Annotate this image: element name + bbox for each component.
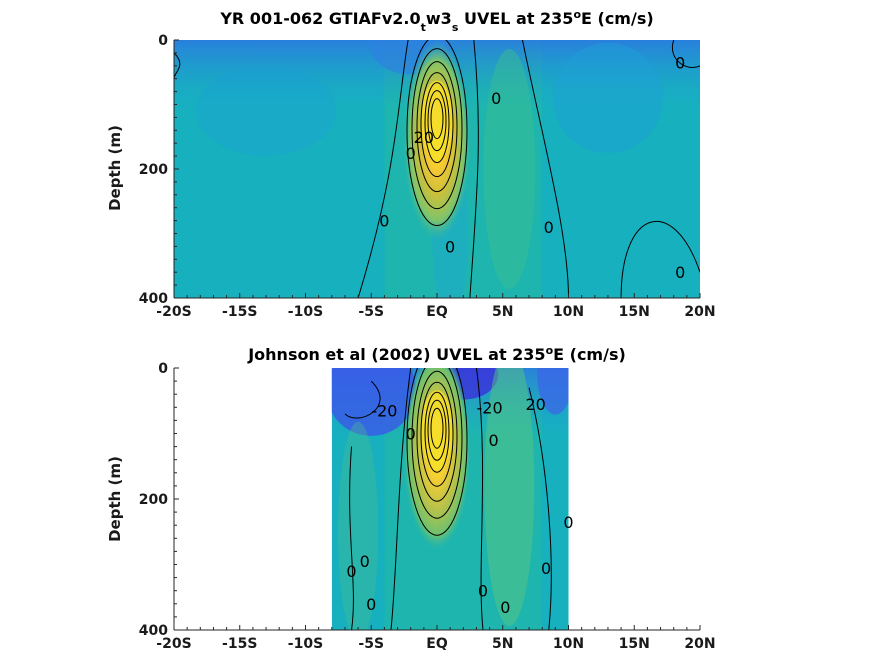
north-blue-patch <box>537 368 569 415</box>
top-chart-panel: YR 001-062 GTIAFv2.0tw3s UVEL at 235oE (… <box>106 8 716 320</box>
contour-label: 0 <box>360 552 370 571</box>
x-tick-label: 10N <box>553 636 584 652</box>
y-tick-label: 0 <box>158 361 168 377</box>
zero-contour <box>475 368 484 630</box>
contour-line <box>420 72 454 178</box>
y-tick-label: 200 <box>139 492 168 508</box>
x-tick-label: 10N <box>553 304 584 320</box>
surface-blue-patch <box>331 368 417 436</box>
contour-label: 0 <box>488 431 498 450</box>
contour-line <box>430 407 444 449</box>
contour-label: 0 <box>379 212 389 231</box>
contour-line <box>430 98 444 140</box>
x-tick-label: EQ <box>426 304 448 320</box>
x-tick-label: EQ <box>426 636 448 652</box>
bottom-velocity-field <box>331 368 569 630</box>
south-green-jet <box>338 421 379 630</box>
north-blue-patch <box>552 43 663 154</box>
contour-line <box>406 368 468 536</box>
contour-label: 0 <box>491 89 501 108</box>
contour-label: 0 <box>366 595 376 614</box>
x-tick-label: -5S <box>358 636 384 652</box>
x-tick-label: -15S <box>222 304 257 320</box>
contour-label: -20 <box>477 398 503 417</box>
x-tick-label: 5N <box>492 304 513 320</box>
zero-contour <box>671 40 700 68</box>
contour-label: 0 <box>445 237 455 256</box>
contour-label: 0 <box>406 425 416 444</box>
contour-line <box>406 40 468 227</box>
contour-label: 20 <box>525 395 545 414</box>
bottom-chart-title: Johnson et al (2002) UVEL at 235oE (cm/s… <box>247 344 626 364</box>
zero-contour <box>620 220 700 298</box>
contour-label: 0 <box>478 582 488 601</box>
zero-contour <box>469 40 479 298</box>
north-green-jet <box>484 368 535 626</box>
zero-contour <box>390 368 412 630</box>
contour-label: 0 <box>544 218 554 237</box>
bottom-y-axis-label: Depth (m) <box>106 456 124 542</box>
contour-label: -20 <box>371 402 397 421</box>
contour-label: 0 <box>563 513 573 532</box>
x-tick-label: -10S <box>288 304 323 320</box>
north-green-jet <box>483 49 536 289</box>
contour-line <box>411 48 463 210</box>
contour-label: 20 <box>414 128 434 147</box>
zero-contour <box>349 446 354 630</box>
contour-label: 0 <box>500 598 510 617</box>
undercurrent-peak <box>421 390 453 471</box>
contour-label: 0 <box>675 263 685 282</box>
zero-contour <box>528 387 552 630</box>
y-tick-label: 0 <box>158 33 168 49</box>
contour-label: 0 <box>541 559 551 578</box>
top-contour-lines <box>174 40 700 298</box>
y-tick-label: 400 <box>139 291 168 307</box>
contour-line <box>416 370 458 502</box>
contour-line <box>420 381 454 487</box>
contour-line <box>416 61 458 193</box>
x-tick-label: 20N <box>684 304 715 320</box>
x-tick-label: -20S <box>156 636 191 652</box>
x-tick-label: -10S <box>288 636 323 652</box>
x-tick-label: 15N <box>619 636 650 652</box>
contour-label: 0 <box>406 144 416 163</box>
bottom-chart-panel: Johnson et al (2002) UVEL at 235oE (cm/s… <box>106 344 716 652</box>
x-tick-label: -15S <box>222 636 257 652</box>
contour-line <box>427 399 447 461</box>
contour-label: 0 <box>346 562 356 581</box>
zero-contour <box>357 40 409 298</box>
x-tick-label: -20S <box>156 304 191 320</box>
zero-contour <box>344 380 381 419</box>
x-tick-label: 5N <box>492 636 513 652</box>
top-velocity-field <box>174 40 700 298</box>
contour-line <box>427 90 447 152</box>
top-chart-title: YR 001-062 GTIAFv2.0tw3s UVEL at 235oE (… <box>219 8 653 34</box>
contour-line <box>411 368 463 519</box>
zero-contour <box>521 40 569 298</box>
x-tick-label: -5S <box>358 304 384 320</box>
y-tick-label: 400 <box>139 623 168 639</box>
bottom-contour-lines <box>344 368 552 630</box>
south-blue-patch <box>196 65 337 156</box>
undercurrent-peak <box>421 80 453 161</box>
top-y-axis-label: Depth (m) <box>106 125 124 211</box>
contour-line <box>424 82 450 164</box>
contour-label: 0 <box>675 54 685 73</box>
contour-line <box>424 391 450 473</box>
y-tick-label: 200 <box>139 162 168 178</box>
x-tick-label: 20N <box>684 636 715 652</box>
x-tick-label: 15N <box>619 304 650 320</box>
